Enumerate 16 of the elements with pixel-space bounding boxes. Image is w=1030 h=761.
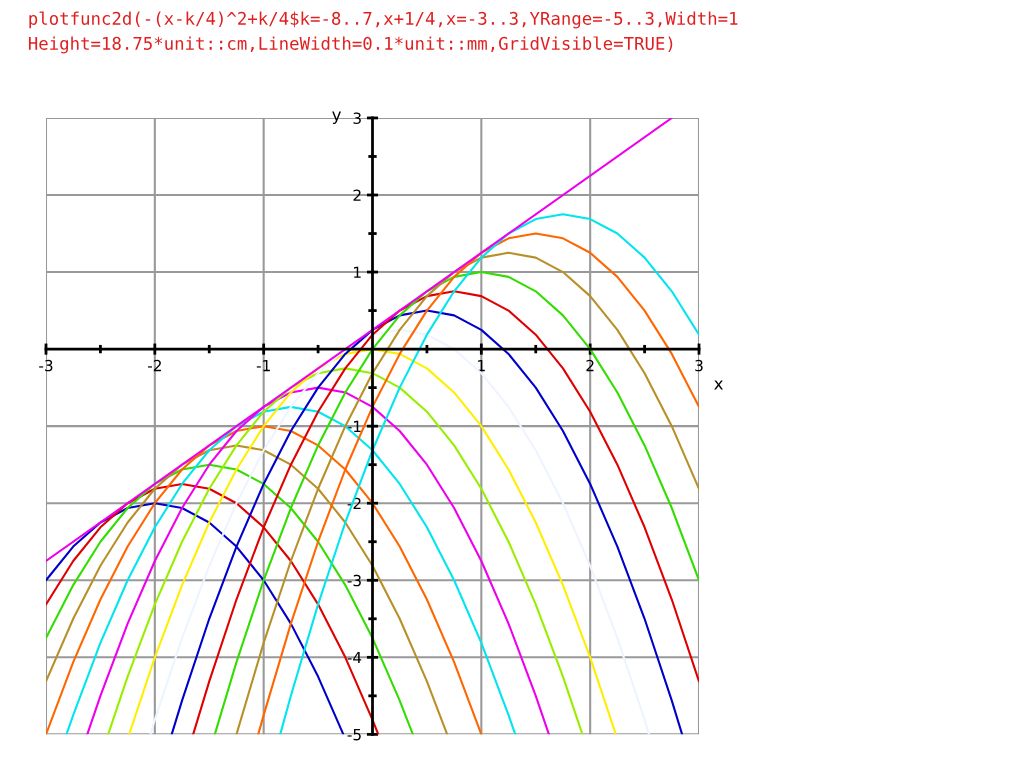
x-axis-title: x (714, 380, 723, 390)
y-tick-label: -5 (347, 729, 361, 741)
y-tick-label: -1 (347, 420, 361, 432)
y-axis-title: y (332, 111, 342, 125)
chart-title: plotfunc2d(-(x-k/4)^2+k/4$k=-8..7,x+1/4,x=-3..3,YRange=-5..3,Width=1 Height=18.75*unit::cm,LineWidth=0.1*unit::mm,GridVisible=TRUE) (28, 11, 738, 54)
y-tick-label: 3 (353, 112, 361, 124)
x-tick-label: 1 (478, 360, 485, 372)
y-tick-label: -4 (347, 651, 362, 664)
x-tick-label: 3 (695, 359, 703, 372)
x-tick-label: 2 (586, 359, 594, 372)
y-tick-label: 1 (354, 266, 361, 278)
x-tick-label: -1 (256, 360, 270, 372)
x-tick-label: -3 (39, 359, 53, 372)
x-tick-label: -2 (147, 359, 161, 372)
y-tick-label: 2 (353, 189, 361, 201)
y-tick-label: -3 (347, 574, 361, 587)
